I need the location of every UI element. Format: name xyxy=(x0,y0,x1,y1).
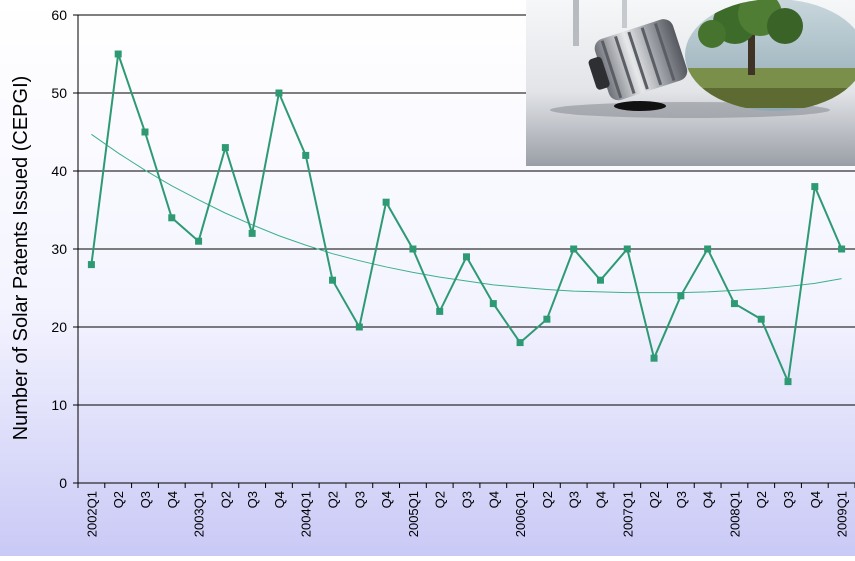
data-point-marker xyxy=(516,339,524,347)
x-tick-label: Q2 xyxy=(647,491,662,508)
data-point-marker xyxy=(838,245,846,253)
data-point-marker xyxy=(168,214,176,222)
x-axis-ticks: 2002Q1 Q2 Q3 Q4 2003Q1 Q2 Q3 Q4 2004Q1 Q2 Q3 Q4 2005… xyxy=(77,483,855,537)
data-point-marker xyxy=(570,245,578,253)
data-point-marker xyxy=(463,253,470,261)
y-tick-label: 20 xyxy=(51,319,67,335)
data-point-marker xyxy=(704,245,712,253)
x-tick-label: 2008Q1 xyxy=(727,491,742,537)
data-point-marker xyxy=(489,300,497,308)
data-point-marker xyxy=(302,151,310,159)
data-point-marker xyxy=(409,245,417,253)
data-point-marker xyxy=(811,183,819,191)
data-point-marker xyxy=(596,276,604,284)
y-tick-label: 10 xyxy=(51,397,67,413)
trendline xyxy=(91,133,842,294)
y-tick-label: 50 xyxy=(51,85,67,101)
x-tick-label: Q4 xyxy=(165,491,180,508)
y-tick-label: 0 xyxy=(59,475,67,491)
x-tick-label: Q2 xyxy=(218,491,233,508)
axes xyxy=(77,15,855,484)
x-tick-label: 2006Q1 xyxy=(513,491,528,537)
x-tick-label: Q3 xyxy=(352,491,367,508)
x-tick-label: Q3 xyxy=(138,491,153,508)
x-tick-label: 2007Q1 xyxy=(620,491,635,537)
x-tick-label: Q4 xyxy=(808,491,823,508)
lightbulb-tree-photo xyxy=(526,0,855,166)
data-point-marker xyxy=(114,50,122,58)
y-tick-label: 30 xyxy=(51,241,67,257)
data-point-marker xyxy=(221,144,229,152)
data-point-marker xyxy=(275,89,283,97)
y-axis-label: Number of Solar Patents Issued (CEPGI) xyxy=(10,76,32,441)
data-point-marker xyxy=(677,292,685,300)
data-point-marker xyxy=(382,198,390,206)
x-tick-label: 2009Q1 xyxy=(835,491,850,537)
data-point-marker xyxy=(141,128,149,136)
data-point-marker xyxy=(650,354,658,362)
data-point-marker xyxy=(730,300,738,308)
x-tick-label: Q3 xyxy=(781,491,796,508)
data-point-marker xyxy=(195,237,203,245)
x-tick-label: 2005Q1 xyxy=(406,491,421,537)
x-tick-label: Q2 xyxy=(540,491,555,508)
x-tick-label: 2003Q1 xyxy=(192,491,207,537)
x-tick-label: 2004Q1 xyxy=(299,491,314,537)
x-tick-label: 2002Q1 xyxy=(84,491,99,537)
data-point-marker xyxy=(248,229,256,237)
x-tick-label: Q3 xyxy=(567,491,582,508)
x-tick-label: Q4 xyxy=(379,491,394,508)
x-tick-label: Q3 xyxy=(674,491,689,508)
x-tick-label: Q4 xyxy=(272,491,287,508)
x-tick-label: Q2 xyxy=(111,491,126,508)
data-point-marker xyxy=(784,378,792,386)
data-point-marker xyxy=(543,315,551,323)
x-tick-label: Q3 xyxy=(245,491,260,508)
data-point-marker xyxy=(436,307,444,315)
gridlines xyxy=(78,14,855,406)
data-point-marker xyxy=(355,323,363,331)
x-tick-label: Q4 xyxy=(701,491,716,508)
series-layer xyxy=(87,50,846,386)
trendline-layer xyxy=(91,133,842,294)
y-tick-label: 40 xyxy=(51,163,67,179)
x-tick-label: Q4 xyxy=(593,491,608,508)
x-tick-label: Q4 xyxy=(486,491,501,508)
data-point-marker xyxy=(757,315,765,323)
x-tick-label: Q2 xyxy=(326,491,341,508)
data-point-marker xyxy=(87,261,95,269)
y-axis-ticks: 0 10 20 30 40 50 60 xyxy=(51,7,78,491)
x-tick-label: Q2 xyxy=(754,491,769,508)
x-tick-label: Q3 xyxy=(460,491,475,508)
data-point-marker xyxy=(329,276,337,284)
x-tick-label: Q2 xyxy=(433,491,448,508)
y-tick-label: 60 xyxy=(51,7,67,23)
data-point-marker xyxy=(623,245,631,253)
